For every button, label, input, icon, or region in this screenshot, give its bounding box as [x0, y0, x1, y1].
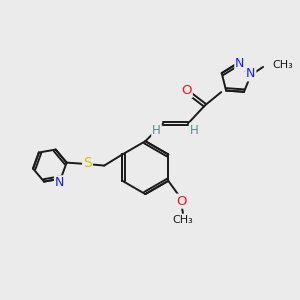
Text: N: N [246, 68, 255, 80]
Text: CH₃: CH₃ [272, 60, 292, 70]
Text: N: N [235, 57, 244, 70]
Text: S: S [83, 156, 92, 170]
Text: CH₃: CH₃ [172, 215, 193, 225]
Text: H: H [190, 124, 199, 136]
Text: N: N [55, 176, 64, 189]
Text: O: O [176, 195, 187, 208]
Text: O: O [181, 84, 192, 97]
Text: H: H [152, 124, 161, 136]
